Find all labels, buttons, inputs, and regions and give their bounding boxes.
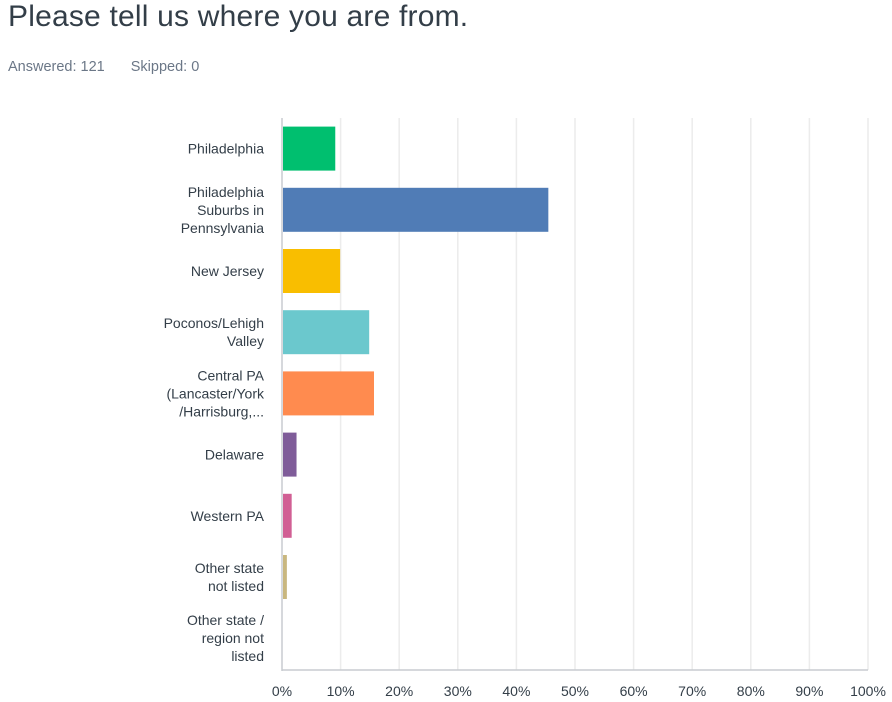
category-label-line: Poconos/Lehigh bbox=[164, 315, 264, 331]
category-label-line: (Lancaster/York bbox=[166, 385, 265, 401]
question-title: Please tell us where you are from. bbox=[8, 0, 469, 33]
category-label: New Jersey bbox=[191, 263, 264, 279]
category-label-line: Pennsylvania bbox=[181, 220, 264, 236]
bar bbox=[283, 493, 292, 538]
category-label-line: Western PA bbox=[191, 508, 265, 524]
category-label-line: Central PA bbox=[197, 367, 264, 383]
x-tick-label: 50% bbox=[561, 683, 589, 699]
bar bbox=[283, 310, 370, 355]
bars bbox=[283, 126, 549, 599]
x-tick-label: 100% bbox=[850, 683, 886, 699]
x-tick-label: 70% bbox=[678, 683, 706, 699]
x-tick-label: 30% bbox=[444, 683, 472, 699]
x-tick-label: 10% bbox=[327, 683, 355, 699]
axes bbox=[281, 118, 868, 671]
bar bbox=[283, 126, 336, 171]
category-label: Philadelphia bbox=[188, 141, 264, 157]
category-label-line: /Harrisburg,... bbox=[179, 403, 264, 419]
x-tick-label: 90% bbox=[795, 683, 823, 699]
x-tick-labels: 0% 10% 20% 30% 40% 50% 60% 70% 80% 90% 100% bbox=[272, 683, 886, 699]
category-label: Other state not listed bbox=[195, 560, 264, 594]
skipped-count: Skipped: 0 bbox=[130, 59, 200, 75]
category-label-line: region not bbox=[202, 630, 264, 646]
category-label-line: Philadelphia bbox=[188, 141, 264, 157]
bar bbox=[283, 555, 287, 599]
category-label: Other state / region not listed bbox=[187, 612, 264, 664]
category-label-line: Philadelphia bbox=[188, 184, 264, 200]
bar bbox=[283, 187, 549, 232]
category-label: Delaware bbox=[205, 447, 264, 463]
category-label-line: Suburbs in bbox=[197, 202, 264, 218]
category-label: Philadelphia Suburbs in Pennsylvania bbox=[181, 184, 264, 236]
category-label-line: listed bbox=[231, 648, 264, 664]
category-label-line: not listed bbox=[208, 578, 264, 594]
category-label-line: Delaware bbox=[205, 447, 264, 463]
x-tick-label: 80% bbox=[737, 683, 765, 699]
x-tick-label: 40% bbox=[502, 683, 530, 699]
category-label: Poconos/Lehigh Valley bbox=[164, 315, 264, 349]
x-tick-label: 0% bbox=[272, 683, 292, 699]
category-label: Central PA (Lancaster/York/Harrisburg,... bbox=[166, 367, 265, 419]
x-tick-label: 60% bbox=[620, 683, 648, 699]
category-label-line: Other state / bbox=[187, 612, 264, 628]
category-label-line: Other state bbox=[195, 560, 264, 576]
category-labels: Philadelphia Philadelphia Suburbs in Pennsy… bbox=[164, 141, 265, 665]
category-label-line: Valley bbox=[227, 333, 264, 349]
response-stats: Answered: 121 Skipped: 0 bbox=[8, 59, 199, 75]
category-label-line: New Jersey bbox=[191, 263, 264, 279]
bar bbox=[283, 432, 297, 477]
bar bbox=[283, 371, 375, 416]
x-tick-label: 20% bbox=[385, 683, 413, 699]
category-label: Western PA bbox=[191, 508, 265, 524]
bar bbox=[283, 249, 341, 293]
answered-count: Answered: 121 bbox=[8, 59, 105, 75]
